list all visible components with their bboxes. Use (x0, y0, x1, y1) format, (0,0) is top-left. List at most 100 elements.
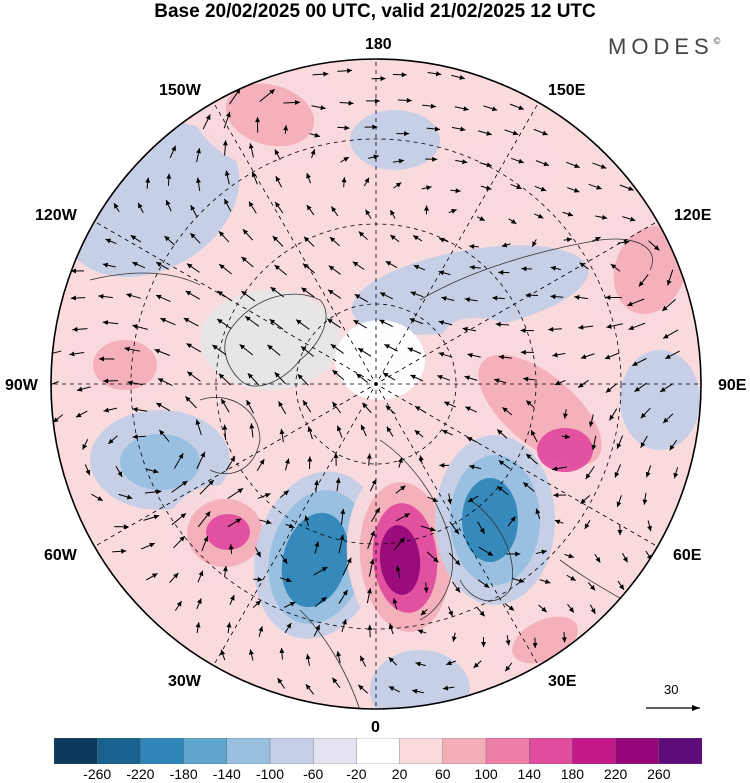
wind-arrow (415, 661, 426, 667)
wind-arrow (195, 622, 201, 634)
wind-arrow (673, 467, 679, 479)
lon-label-180: 180 (365, 36, 392, 53)
wind-arrow (628, 322, 646, 331)
wind-arrow (464, 297, 478, 303)
wind-arrow (155, 402, 171, 412)
colorbar-tick-label: -180 (169, 766, 198, 782)
wind-arrow (591, 435, 597, 451)
wind-arrow (567, 603, 575, 613)
wind-arrow (239, 344, 254, 356)
wind-arrow (397, 97, 412, 103)
lon-label-90w: 90W (5, 377, 38, 394)
wind-arrow (51, 381, 59, 388)
wind-arrow (130, 234, 142, 243)
wind-arrow (252, 600, 262, 609)
wind-arrow (392, 158, 405, 164)
wind-arrow (448, 209, 457, 214)
wind-arrow (438, 270, 451, 276)
colorbar-tick-label: -20 (346, 766, 367, 782)
anomaly-region (379, 525, 421, 595)
wind-arrow (164, 235, 175, 246)
wind-arrow (311, 105, 326, 111)
wind-arrow (272, 235, 284, 247)
wind-arrow (160, 317, 176, 326)
wind-arrow (223, 198, 232, 212)
wind-arrow (446, 660, 456, 666)
wind-arrow (661, 299, 676, 312)
wind-arrow (550, 294, 564, 300)
wind-arrow (249, 649, 254, 661)
wind-arrow (640, 435, 648, 448)
wind-arrow (226, 622, 232, 634)
wind-arrow (255, 117, 261, 133)
wind-arrow (594, 553, 601, 563)
wind-arrow (275, 175, 283, 188)
wind-arrow (269, 318, 284, 330)
colorbar-swatch (313, 738, 358, 764)
colorbar-swatch (399, 738, 444, 764)
wind-arrow (659, 383, 673, 393)
wind-arrow (393, 537, 406, 551)
wind-arrow (337, 125, 350, 131)
wind-arrow (465, 406, 477, 413)
lon-label-0: 0 (371, 719, 380, 736)
wind-arrow (473, 660, 482, 669)
wind-arrow (604, 352, 620, 360)
coastline (419, 238, 653, 301)
wind-arrow (436, 374, 451, 381)
colorbar-swatch (572, 738, 617, 764)
wind-arrow (302, 263, 316, 274)
wind-arrow (169, 572, 179, 584)
map-boundary (50, 58, 702, 710)
wind-arrow (364, 124, 378, 130)
wind-arrow (246, 399, 254, 414)
wind-arrow (523, 376, 535, 382)
wind-arrow (553, 492, 567, 498)
wind-arrow (362, 402, 372, 414)
wind-arrow (561, 632, 567, 643)
wind-arrow (337, 68, 353, 74)
anomaly-region (206, 514, 250, 550)
wind-arrow (251, 171, 258, 185)
wind-arrow (257, 493, 271, 499)
wind-arrow (102, 320, 119, 326)
scale-arrow-label: 30 (664, 682, 679, 697)
wind-arrow (467, 495, 479, 503)
wind-arrow (357, 684, 369, 694)
wind-arrow (539, 579, 551, 584)
wind-arrow (563, 409, 568, 419)
wind-arrow (504, 662, 513, 672)
wind-arrow (666, 269, 674, 286)
wind-arrow (588, 414, 594, 428)
wind-arrow (52, 414, 64, 423)
wind-arrow (574, 294, 589, 300)
wind-arrow (227, 487, 244, 499)
wind-arrow (132, 434, 146, 440)
wind-arrow (469, 464, 482, 470)
coastline (459, 499, 513, 602)
wind-arrow (498, 459, 511, 470)
wind-arrow (605, 383, 618, 393)
wind-arrow (506, 551, 521, 557)
wind-arrow (279, 428, 285, 443)
wind-arrow (70, 295, 86, 301)
wind-vectors (51, 68, 680, 695)
wind-arrow (409, 318, 424, 325)
anomaly-region (335, 320, 425, 400)
wind-arrow (448, 552, 461, 566)
wind-arrow (451, 581, 461, 593)
coastline (379, 439, 454, 621)
wind-arrow (341, 618, 347, 633)
wind-arrow (509, 103, 525, 110)
wind-arrow (534, 185, 547, 192)
colorbar-swatch (615, 738, 660, 764)
wind-arrow (144, 489, 162, 495)
wind-arrow (588, 183, 602, 190)
wind-arrow (357, 347, 372, 357)
lon-label-120w: 120W (35, 207, 77, 224)
coastline (89, 272, 201, 286)
wind-arrow (103, 407, 118, 413)
wind-arrow (355, 373, 369, 383)
wind-arrow (244, 315, 260, 327)
